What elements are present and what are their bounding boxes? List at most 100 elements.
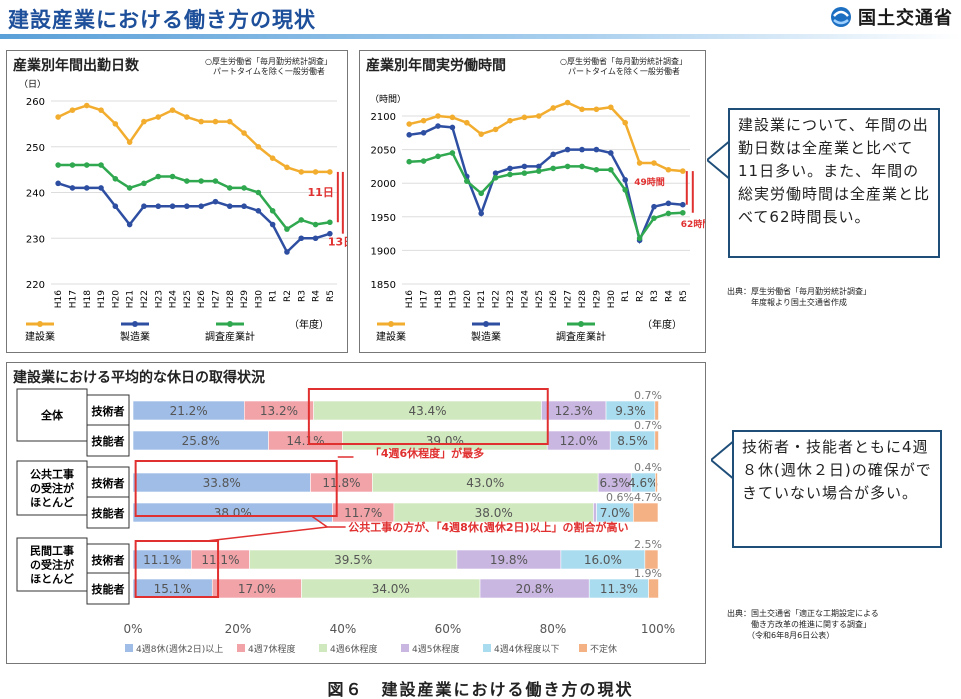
hours-data-point — [478, 210, 484, 217]
holiday-data-label: 11.3% — [600, 582, 638, 596]
days-data-point — [198, 203, 204, 210]
hours-ytick-label: 2100 — [371, 112, 396, 123]
days-data-point — [226, 203, 233, 210]
holiday-row-box — [86, 394, 130, 427]
days-data-point — [241, 130, 247, 136]
holiday-xtick-label: 0% — [123, 622, 142, 636]
holiday-legend-swatch — [125, 644, 133, 652]
holiday-group-label: 民間工事 — [30, 544, 74, 558]
hours-ytick-label: 1950 — [371, 213, 396, 224]
holiday-group-label: の受注が — [30, 558, 74, 572]
hours-data-point — [521, 170, 528, 176]
days-data-point — [312, 235, 319, 242]
days-chart-panel: 産業別年間出勤日数 ○厚生労働省「毎月勤労統計調査」 パートタイムを除く一般労働… — [6, 50, 348, 353]
days-xtick-label: R1 — [269, 290, 279, 302]
hours-data-point — [622, 119, 628, 126]
holiday-xtick-label: 100% — [641, 622, 675, 636]
holiday-data-label: 9.3% — [615, 404, 646, 418]
holiday-legend-label: 4週6休程度 — [330, 643, 377, 655]
hours-xtick-label: R3 — [650, 290, 660, 302]
days-data-point — [69, 107, 76, 113]
hours-data-point — [665, 210, 672, 217]
hours-xtick-label: H25 — [535, 290, 545, 308]
days-data-point — [126, 139, 133, 145]
annotation-week6-most: 「4週6休程度」が最多 — [370, 446, 484, 460]
hours-data-point — [622, 177, 628, 183]
hours-data-point — [680, 168, 686, 174]
days-xtick-label: H21 — [126, 290, 136, 308]
holiday-group-box — [16, 460, 88, 516]
days-data-point — [98, 107, 104, 113]
holiday-data-label: 8.5% — [617, 434, 648, 448]
holiday-data-label: 16.0% — [584, 553, 622, 567]
days-xtick-label: H28 — [226, 290, 236, 308]
days-data-point — [284, 249, 290, 255]
days-data-point — [98, 162, 104, 168]
days-data-point — [155, 203, 162, 210]
hours-data-point — [579, 106, 585, 113]
days-data-point — [226, 118, 233, 125]
days-xtick-label: R4 — [312, 290, 322, 302]
holiday-data-label: 0.7% — [634, 419, 662, 432]
days-data-point — [327, 230, 333, 237]
days-xtick-label: H30 — [254, 290, 264, 308]
holiday-row-label: 技術者 — [92, 553, 125, 567]
hours-xtick-label: H28 — [578, 290, 588, 308]
highlight-public-week8-box — [134, 460, 338, 517]
holiday-data-label: 12.0% — [560, 434, 598, 448]
days-data-point — [184, 203, 190, 210]
holiday-legend-swatch — [401, 644, 409, 652]
hours-xtick-label: H18 — [434, 290, 444, 308]
holiday-data-label: 4.6% — [628, 476, 659, 490]
days-data-point — [169, 173, 176, 180]
holiday-data-label: 20.8% — [516, 582, 554, 596]
days-xtick-label: H17 — [68, 290, 78, 308]
hours-ytick-label: 2050 — [371, 146, 396, 157]
hours-data-point — [608, 166, 614, 173]
days-data-point — [55, 162, 61, 168]
hours-data-point — [521, 114, 528, 121]
holiday-data-label: 4.7% — [634, 491, 662, 504]
hours-data-point — [435, 113, 441, 119]
hours-data-point — [665, 166, 672, 173]
holiday-group-label: ほとんど — [30, 496, 74, 509]
days-data-point — [255, 143, 262, 150]
hours-data-point — [492, 175, 499, 181]
hours-legend-marker — [388, 321, 394, 327]
hours-data-point — [449, 124, 456, 131]
holiday-data-label: 0.6% — [606, 491, 634, 504]
holiday-data-label: 11.7% — [344, 506, 382, 520]
hours-ytick-label: 2000 — [371, 179, 396, 190]
days-diff-label-13: 13日 — [328, 236, 347, 249]
hours-xtick-label: H26 — [549, 290, 559, 308]
days-series-line — [57, 104, 330, 174]
holiday-row-box — [86, 572, 130, 605]
logo-text: 国土交通省 — [858, 8, 953, 29]
highlight-private-week8-box — [134, 540, 220, 598]
days-series-line — [58, 163, 331, 231]
hours-data-point — [593, 166, 600, 173]
days-data-point — [212, 178, 219, 184]
hours-data-point — [449, 150, 456, 156]
hours-legend-label: 建設業 — [376, 330, 406, 343]
days-xtick-label: H24 — [169, 290, 179, 308]
days-data-point — [55, 114, 61, 120]
holiday-group-label: の受注が — [30, 481, 74, 495]
hours-xtick-label: H20 — [463, 290, 473, 308]
days-ytick-label: 240 — [26, 189, 45, 200]
hours-xtick-label: H24 — [520, 290, 530, 308]
hours-data-point — [464, 119, 470, 126]
callout-days-hours: 建設業について、年間の出勤日数は全産業と比べて11日多い。また、年間の総実労働時… — [728, 108, 940, 258]
hours-data-point — [420, 130, 427, 136]
days-data-point — [312, 221, 319, 228]
hours-data-point — [593, 146, 600, 153]
holiday-data-label: 0.4% — [634, 461, 662, 474]
holiday-data-label: 38.0% — [214, 506, 252, 520]
days-data-point — [284, 164, 290, 171]
hours-data-point — [406, 121, 412, 127]
days-legend-label: 製造業 — [120, 330, 150, 343]
days-data-point — [169, 107, 176, 113]
days-legend-marker — [37, 321, 43, 327]
days-ytick-label: 260 — [26, 97, 45, 108]
days-ytick-label: 220 — [26, 280, 45, 291]
